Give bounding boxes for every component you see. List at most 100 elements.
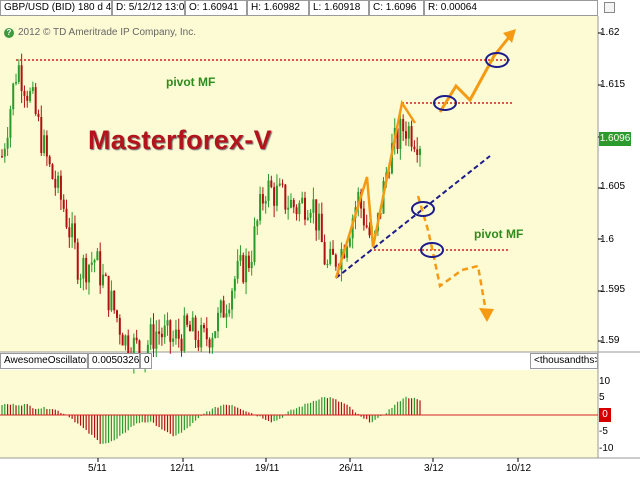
candle-body: [104, 274, 107, 276]
candle-body: [197, 339, 200, 348]
chart-options-icon[interactable]: [604, 2, 615, 13]
last-price-tag: 1.6096: [599, 132, 631, 146]
candle-body: [245, 255, 248, 283]
y-tick-label: 1.6: [600, 234, 614, 245]
candle-body: [329, 248, 332, 265]
candle-body: [416, 149, 419, 156]
help-icon[interactable]: ?: [4, 28, 14, 38]
y-tick-label: 1.59: [600, 335, 620, 346]
osc-tick-label: -10: [599, 443, 614, 454]
candle-body: [183, 315, 186, 351]
candle-body: [309, 212, 312, 218]
candle-body: [301, 197, 304, 203]
symbol-field[interactable]: GBP/USD (BID) 180 d 4h: [0, 0, 112, 16]
candle-body: [40, 116, 43, 154]
candle-body: [26, 95, 29, 101]
candle-body: [289, 199, 292, 208]
x-tick-label: 26/11: [339, 463, 364, 474]
ellipse-pivot-lower: [420, 242, 444, 258]
ellipse-trendline: [411, 201, 435, 217]
x-tick-label: 3/12: [424, 463, 444, 474]
candle-body: [225, 313, 228, 318]
candle-body: [17, 65, 20, 83]
candle-body: [186, 315, 189, 325]
candle-body: [57, 175, 60, 188]
range-field: R: 0.00064: [424, 0, 598, 16]
candle-body: [284, 184, 287, 210]
candle-body: [219, 300, 222, 313]
candle-body: [6, 137, 9, 149]
candle-body: [188, 324, 191, 332]
candle-body: [217, 312, 220, 332]
candle-body: [43, 135, 46, 154]
candle-body: [99, 251, 102, 286]
candle-body: [413, 146, 416, 150]
candle-body: [292, 199, 295, 208]
candle-body: [172, 338, 175, 342]
candle-body: [362, 208, 365, 226]
candle-body: [76, 242, 79, 280]
pivot-label-upper: pivot MF: [166, 75, 216, 89]
candle-body: [261, 194, 264, 204]
candle-body: [87, 264, 90, 283]
candle-body: [124, 335, 127, 346]
candle-body: [12, 83, 15, 110]
candle-body: [68, 227, 71, 238]
candle-body: [82, 257, 85, 279]
y-tick-label: 1.605: [600, 181, 626, 192]
candle-body: [242, 255, 245, 283]
candle-body: [37, 113, 40, 117]
candle-body: [287, 207, 290, 210]
candle-body: [48, 156, 51, 165]
candle-body: [71, 223, 74, 238]
bullish-arrowhead: [503, 29, 516, 43]
y-tick-label: 1.62: [600, 27, 620, 38]
candle-body: [51, 164, 54, 179]
candle-body: [278, 183, 281, 186]
indicator-name[interactable]: AwesomeOscillator: [0, 353, 88, 369]
candle-body: [404, 131, 407, 139]
candle-body: [247, 255, 250, 269]
candle-body: [365, 225, 368, 228]
candle-body: [419, 148, 421, 156]
osc-tick-label: 10: [599, 376, 611, 387]
candle-body: [29, 90, 32, 101]
candle-body: [306, 217, 309, 220]
y-tick-label: 1.615: [600, 79, 626, 90]
y-tick-label: 1.595: [600, 284, 626, 295]
candle-body: [3, 148, 6, 157]
candle-body: [270, 180, 273, 188]
candle-body: [177, 329, 180, 339]
x-tick-label: 19/11: [255, 463, 280, 474]
candle-body: [127, 335, 130, 357]
candle-body: [158, 331, 161, 334]
open-field: O: 1.60941: [185, 0, 247, 16]
candle-body: [194, 317, 197, 340]
candle-body: [348, 238, 351, 247]
candle-body: [320, 213, 323, 243]
candle-body: [9, 109, 12, 138]
ellipse-pivot-middle: [433, 95, 457, 111]
candle-body: [101, 274, 104, 286]
candle-body: [155, 331, 158, 349]
candle-body: [163, 325, 166, 338]
candle-body: [54, 178, 57, 188]
candle-body: [200, 324, 203, 348]
candle-body: [169, 320, 172, 342]
candle-body: [202, 324, 205, 329]
candle-body: [79, 278, 82, 280]
indicator-unit: <thousandths>: [530, 353, 598, 369]
candle-body: [222, 300, 225, 318]
candle-body: [346, 246, 349, 258]
candle-body: [259, 194, 262, 221]
high-field: H: 1.60982: [247, 0, 309, 16]
candle-body: [407, 126, 410, 139]
candle-body: [59, 175, 62, 200]
candle-body: [231, 290, 234, 310]
candle-body: [166, 320, 169, 326]
candle-body: [15, 82, 18, 84]
candle-body: [20, 65, 23, 91]
candle-body: [332, 248, 335, 255]
candle-body: [160, 333, 163, 338]
candle-body: [351, 218, 354, 239]
